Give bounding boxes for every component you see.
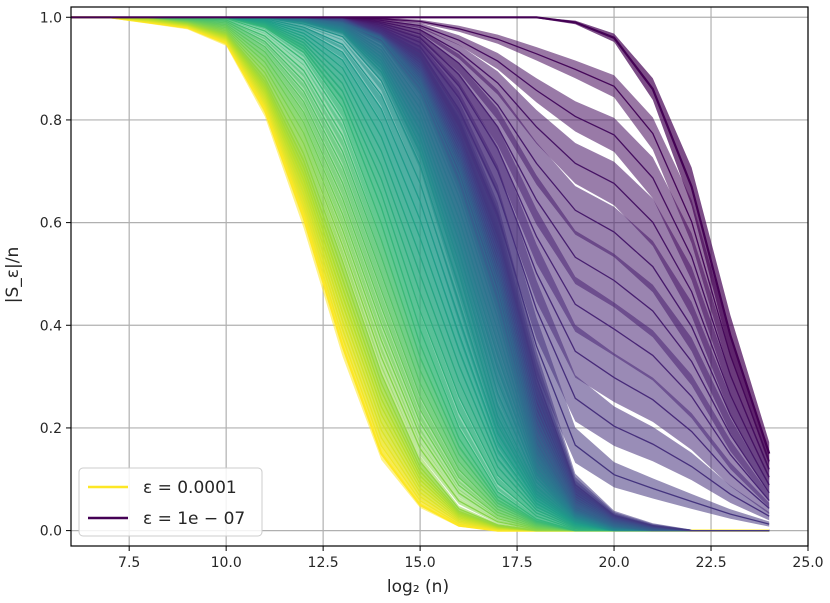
x-tick-label: 22.5 (695, 555, 726, 571)
series-band (71, 17, 770, 495)
axis-ticks: 7.5 10.0 12.5 15.0 17.5 20.0 22.5 25.0 0.0 0.2 0.4… (40, 10, 824, 571)
legend-label-0: ε = 0.0001 (143, 478, 237, 498)
y-tick-label: 1.0 (40, 10, 62, 26)
legend: ε = 0.0001 ε = 1e − 07 (78, 467, 263, 537)
x-axis-label: log₂ (n) (387, 577, 449, 597)
x-tick-label: 15.0 (405, 555, 436, 571)
series-band (71, 17, 770, 531)
x-tick-label: 20.0 (598, 555, 629, 571)
y-axis-label: |S_ε|/n (3, 247, 23, 303)
x-tick-label: 17.5 (501, 555, 532, 571)
x-tick-label: 25.0 (792, 555, 823, 571)
plot-frame (70, 6, 809, 547)
legend-label-1: ε = 1e − 07 (143, 509, 245, 529)
series-line (71, 16, 771, 454)
y-tick-label: 0.0 (40, 524, 62, 540)
series-band (71, 17, 770, 531)
x-tick-label: 12.5 (308, 555, 339, 571)
series-band (71, 17, 770, 521)
y-tick-label: 0.4 (40, 318, 62, 334)
y-tick-label: 0.8 (40, 113, 62, 129)
series-lines (71, 16, 771, 532)
y-tick-label: 0.6 (40, 216, 62, 232)
series-band (71, 17, 770, 480)
x-tick-label: 7.5 (118, 555, 140, 571)
x-tick-label: 10.0 (211, 555, 242, 571)
y-tick-label: 0.2 (40, 421, 62, 437)
